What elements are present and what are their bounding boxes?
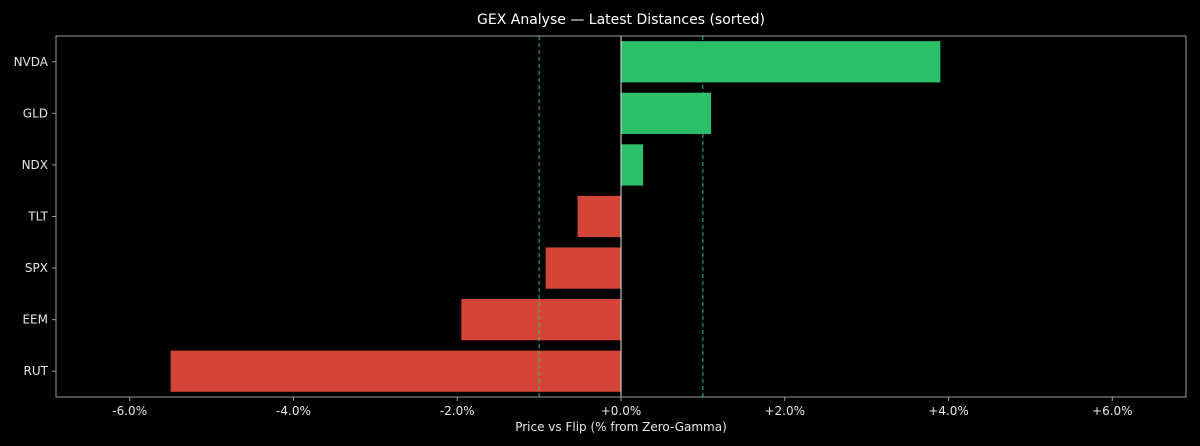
bar-tlt: [577, 195, 621, 238]
bar-rut: [170, 350, 621, 392]
x-tick-label: +0.0%: [601, 404, 642, 418]
x-tick-label: -2.0%: [440, 404, 475, 418]
y-tick-label-tlt: TLT: [27, 210, 48, 224]
chart-title: GEX Analyse — Latest Distances (sorted): [477, 12, 765, 28]
bar-spx: [545, 247, 621, 289]
x-axis-label: Price vs Flip (% from Zero-Gamma): [515, 420, 727, 434]
y-tick-label-rut: RUT: [24, 364, 49, 378]
x-tick-label: -6.0%: [112, 404, 147, 418]
y-tick-label-nvda: NVDA: [14, 55, 49, 69]
x-tick-label: +6.0%: [1092, 404, 1133, 418]
x-tick-label: +4.0%: [928, 404, 969, 418]
x-tick-label: -4.0%: [276, 404, 311, 418]
y-tick-label-eem: EEM: [22, 313, 48, 327]
plot-area: NVDA GLD NDX TLT SPX EEM RUT -6.0% -4.0% -2.0% +0.…: [14, 35, 1187, 418]
y-tick-label-spx: SPX: [25, 261, 48, 275]
y-tick-label-gld: GLD: [23, 106, 48, 120]
y-tick-label-ndx: NDX: [22, 158, 48, 172]
bar-nvda: [621, 41, 941, 83]
bar-ndx: [621, 144, 644, 186]
bar-eem: [461, 299, 621, 341]
bar-gld: [621, 92, 712, 134]
x-tick-label: +2.0%: [764, 404, 805, 418]
